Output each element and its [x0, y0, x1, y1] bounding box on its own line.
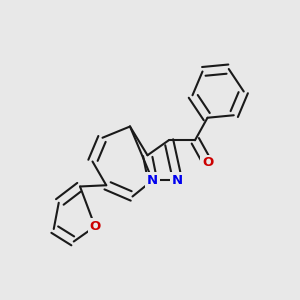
Text: O: O [202, 156, 213, 169]
Text: O: O [89, 220, 100, 233]
Text: N: N [172, 174, 183, 187]
Text: N: N [147, 174, 158, 187]
